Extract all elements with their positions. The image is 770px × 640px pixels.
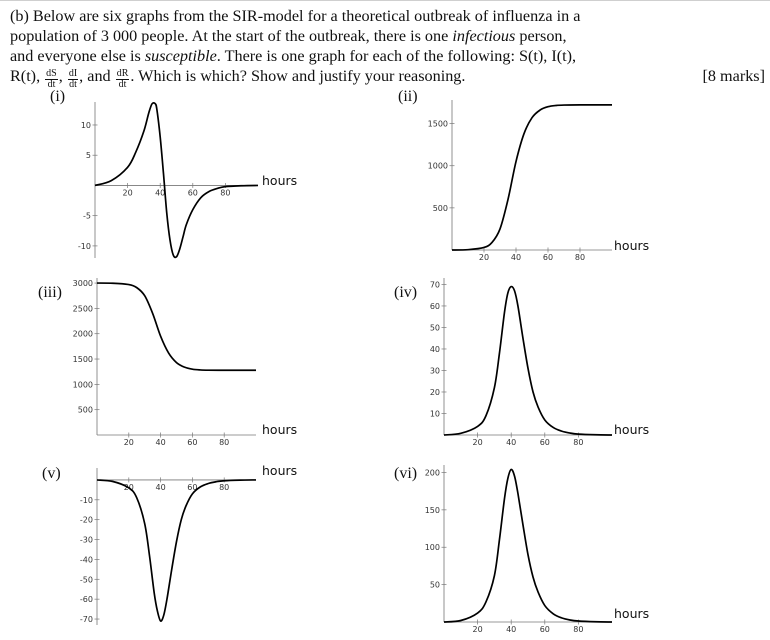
y-tick-label: 50 <box>430 581 440 590</box>
y-tick-label: 100 <box>425 543 440 552</box>
x-tick-label: 60 <box>543 253 553 262</box>
x-tick-label: 20 <box>473 625 483 634</box>
y-tick-label: -50 <box>80 575 93 584</box>
x-tick-label: 80 <box>573 438 583 447</box>
x-axis-label: hours <box>614 606 649 621</box>
graph-label-v: (v) <box>42 465 61 482</box>
x-tick-label: 80 <box>220 188 230 197</box>
y-tick-label: 50 <box>430 323 440 332</box>
series-line <box>443 468 613 623</box>
series-line <box>94 102 259 259</box>
graph-1: 20 40 60 80 10 5 -5 -10 hours <box>78 102 297 259</box>
x-tick-label: 20 <box>473 438 483 447</box>
graph-label-i: (i) <box>50 88 66 105</box>
graph-label-iv: (iv) <box>394 284 418 301</box>
x-tick-label: 40 <box>506 438 516 447</box>
y-tick-label: -10 <box>78 242 91 251</box>
y-tick-label: 5 <box>86 151 91 160</box>
graph-4: 20 40 60 80 70 60 50 40 30 20 10 hours <box>430 278 649 447</box>
y-tick-label: 200 <box>425 468 440 477</box>
series-line <box>443 285 613 436</box>
y-tick-label: -40 <box>80 555 93 564</box>
x-axis-label: hours <box>262 422 297 437</box>
y-tick-label: -60 <box>80 595 93 604</box>
y-tick-label: 150 <box>425 506 440 515</box>
x-tick-label: 80 <box>573 625 583 634</box>
y-tick-label: 1000 <box>428 162 448 171</box>
graph-6: 20 40 60 80 200 150 100 50 hours <box>425 465 649 634</box>
y-tick-label: -5 <box>83 212 91 221</box>
question-line-4: R(t), dS dt, dI dt, and dR dt. Which is whi… <box>10 67 765 90</box>
marks-label: [8 marks] <box>702 67 765 85</box>
y-tick-label: 60 <box>430 302 440 311</box>
y-tick-label: -20 <box>80 516 93 525</box>
x-tick-label: 80 <box>219 483 229 492</box>
y-tick-label: 20 <box>430 388 440 397</box>
x-tick-label: 60 <box>540 438 550 447</box>
y-tick-label: -10 <box>80 496 93 505</box>
y-tick-label: 500 <box>78 406 93 415</box>
y-tick-label: -70 <box>80 615 93 624</box>
y-tick-label: 70 <box>430 280 440 289</box>
x-tick-label: 60 <box>187 483 197 492</box>
y-tick-label: 500 <box>433 204 448 213</box>
x-tick-label: 20 <box>479 253 489 262</box>
question-line-1: (b) Below are six graphs from the SIR-mo… <box>10 7 581 25</box>
x-tick-label: 40 <box>155 188 165 197</box>
y-tick-label: -30 <box>80 536 93 545</box>
series-line <box>451 104 612 251</box>
series-line <box>96 282 256 372</box>
x-tick-label: 40 <box>156 438 166 447</box>
x-tick-label: 40 <box>156 483 166 492</box>
x-tick-label: 80 <box>219 438 229 447</box>
y-tick-label: 30 <box>430 366 440 375</box>
y-tick-label: 1000 <box>73 380 93 389</box>
y-tick-label: 40 <box>430 345 440 354</box>
y-tick-label: 1500 <box>73 355 93 364</box>
graph-3: 20 40 60 80 3000 2500 2000 1500 1000 500 hours <box>73 278 297 447</box>
x-axis-label: hours <box>262 173 297 188</box>
graph-label-vi: (vi) <box>394 465 418 482</box>
y-tick-label: 10 <box>430 409 440 418</box>
y-tick-label: 2000 <box>73 330 93 339</box>
fraction-dr-dt: dR dt <box>115 68 130 90</box>
x-tick-label: 40 <box>506 625 516 634</box>
y-tick-label: 10 <box>81 121 91 130</box>
question-line-3: and everyone else is susceptible. There … <box>10 47 577 65</box>
x-axis-label: hours <box>614 422 649 437</box>
x-tick-label: 60 <box>188 188 198 197</box>
fraction-ds-dt: dS dt <box>45 68 58 90</box>
graph-label-ii: (ii) <box>398 88 418 105</box>
fraction-di-dt: dI dt <box>67 68 79 90</box>
x-tick-label: 40 <box>511 253 521 262</box>
graph-label-iii: (iii) <box>38 284 62 301</box>
y-tick-label: 2500 <box>73 304 93 313</box>
x-tick-label: 60 <box>540 625 550 634</box>
x-axis-label: hours <box>614 238 649 253</box>
top-rule <box>0 0 770 1</box>
question-line-2: population of 3 000 people. At the start… <box>10 27 567 45</box>
x-tick-label: 60 <box>187 438 197 447</box>
x-tick-label: 20 <box>123 188 133 197</box>
x-axis-label: hours <box>262 463 297 478</box>
graph-2: 20 40 60 80 1500 1000 500 hours <box>428 100 649 262</box>
question-text: (b) Below are six graphs from the SIR-mo… <box>10 6 765 90</box>
x-tick-label: 80 <box>575 253 585 262</box>
y-tick-label: 1500 <box>428 120 448 129</box>
series-line <box>96 479 257 622</box>
x-tick-label: 20 <box>124 438 134 447</box>
y-tick-label: 3000 <box>73 279 93 288</box>
